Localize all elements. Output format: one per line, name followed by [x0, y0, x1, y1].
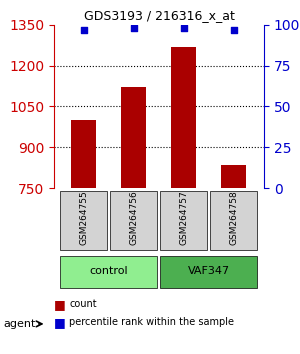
Text: GSM264755: GSM264755: [80, 190, 88, 245]
Point: [232, 27, 236, 33]
Text: agent: agent: [3, 319, 35, 329]
Point: [82, 27, 86, 33]
Text: VAF347: VAF347: [188, 266, 230, 276]
FancyBboxPatch shape: [110, 192, 158, 250]
FancyBboxPatch shape: [61, 192, 107, 250]
Point: [182, 25, 186, 31]
Text: ■: ■: [54, 298, 66, 311]
FancyBboxPatch shape: [61, 256, 158, 289]
Text: percentile rank within the sample: percentile rank within the sample: [69, 317, 234, 327]
Text: ■: ■: [54, 316, 66, 329]
Bar: [122, 87, 146, 354]
FancyBboxPatch shape: [211, 192, 257, 250]
Bar: [71, 120, 97, 354]
Bar: [172, 47, 197, 354]
Point: [132, 25, 136, 31]
Text: GSM264757: GSM264757: [179, 190, 188, 245]
Text: GSM264758: GSM264758: [230, 190, 238, 245]
Bar: [221, 165, 247, 354]
FancyBboxPatch shape: [160, 192, 208, 250]
Text: GSM264756: GSM264756: [130, 190, 139, 245]
Text: control: control: [90, 266, 128, 276]
FancyBboxPatch shape: [160, 256, 257, 289]
Title: GDS3193 / 216316_x_at: GDS3193 / 216316_x_at: [84, 9, 234, 22]
Text: count: count: [69, 299, 97, 309]
